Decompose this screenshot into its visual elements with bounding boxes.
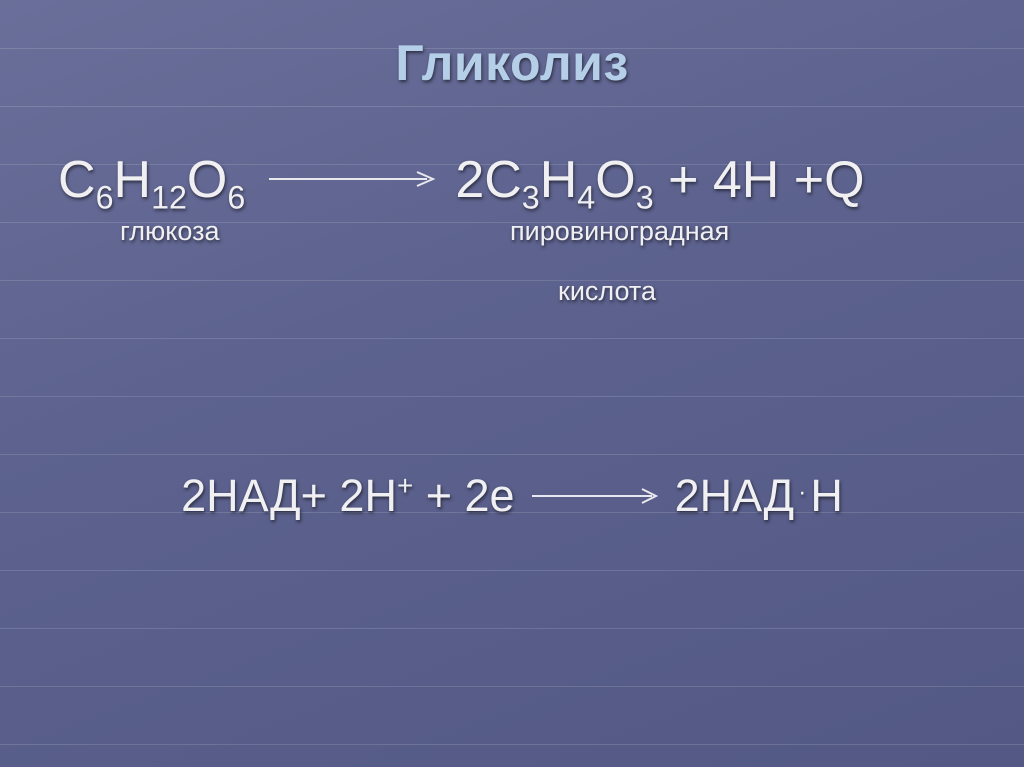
glucose-label: глюкоза bbox=[120, 216, 219, 247]
equation1-formula: C6H12O6 2C3H4O3 + 4H +Q bbox=[58, 150, 984, 210]
equation-glycolysis: C6H12O6 2C3H4O3 + 4H +Q глюкоза пировино… bbox=[58, 150, 984, 216]
arrow-icon bbox=[530, 485, 660, 507]
equation1-rhs: 2C3H4O3 + 4H +Q bbox=[455, 150, 864, 210]
equation1-lhs: C6H12O6 bbox=[58, 150, 245, 210]
pyruvic-label-line1: пировиноградная bbox=[510, 216, 729, 247]
equation2-lhs: 2НАД+ 2Н+ + 2е bbox=[181, 470, 514, 522]
equation2-rhs: 2НАД·Н bbox=[675, 470, 843, 522]
background-grid bbox=[0, 0, 1024, 767]
page-title: Гликолиз bbox=[0, 34, 1024, 92]
equation-nad: 2НАД+ 2Н+ + 2е 2НАД·Н bbox=[0, 470, 1024, 522]
arrow-icon bbox=[267, 167, 437, 191]
pyruvic-label-line2: кислота bbox=[558, 276, 656, 307]
